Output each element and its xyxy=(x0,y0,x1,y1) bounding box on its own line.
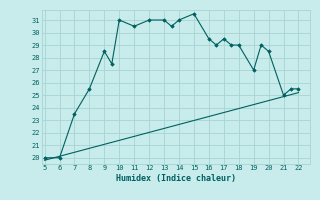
X-axis label: Humidex (Indice chaleur): Humidex (Indice chaleur) xyxy=(116,174,236,183)
